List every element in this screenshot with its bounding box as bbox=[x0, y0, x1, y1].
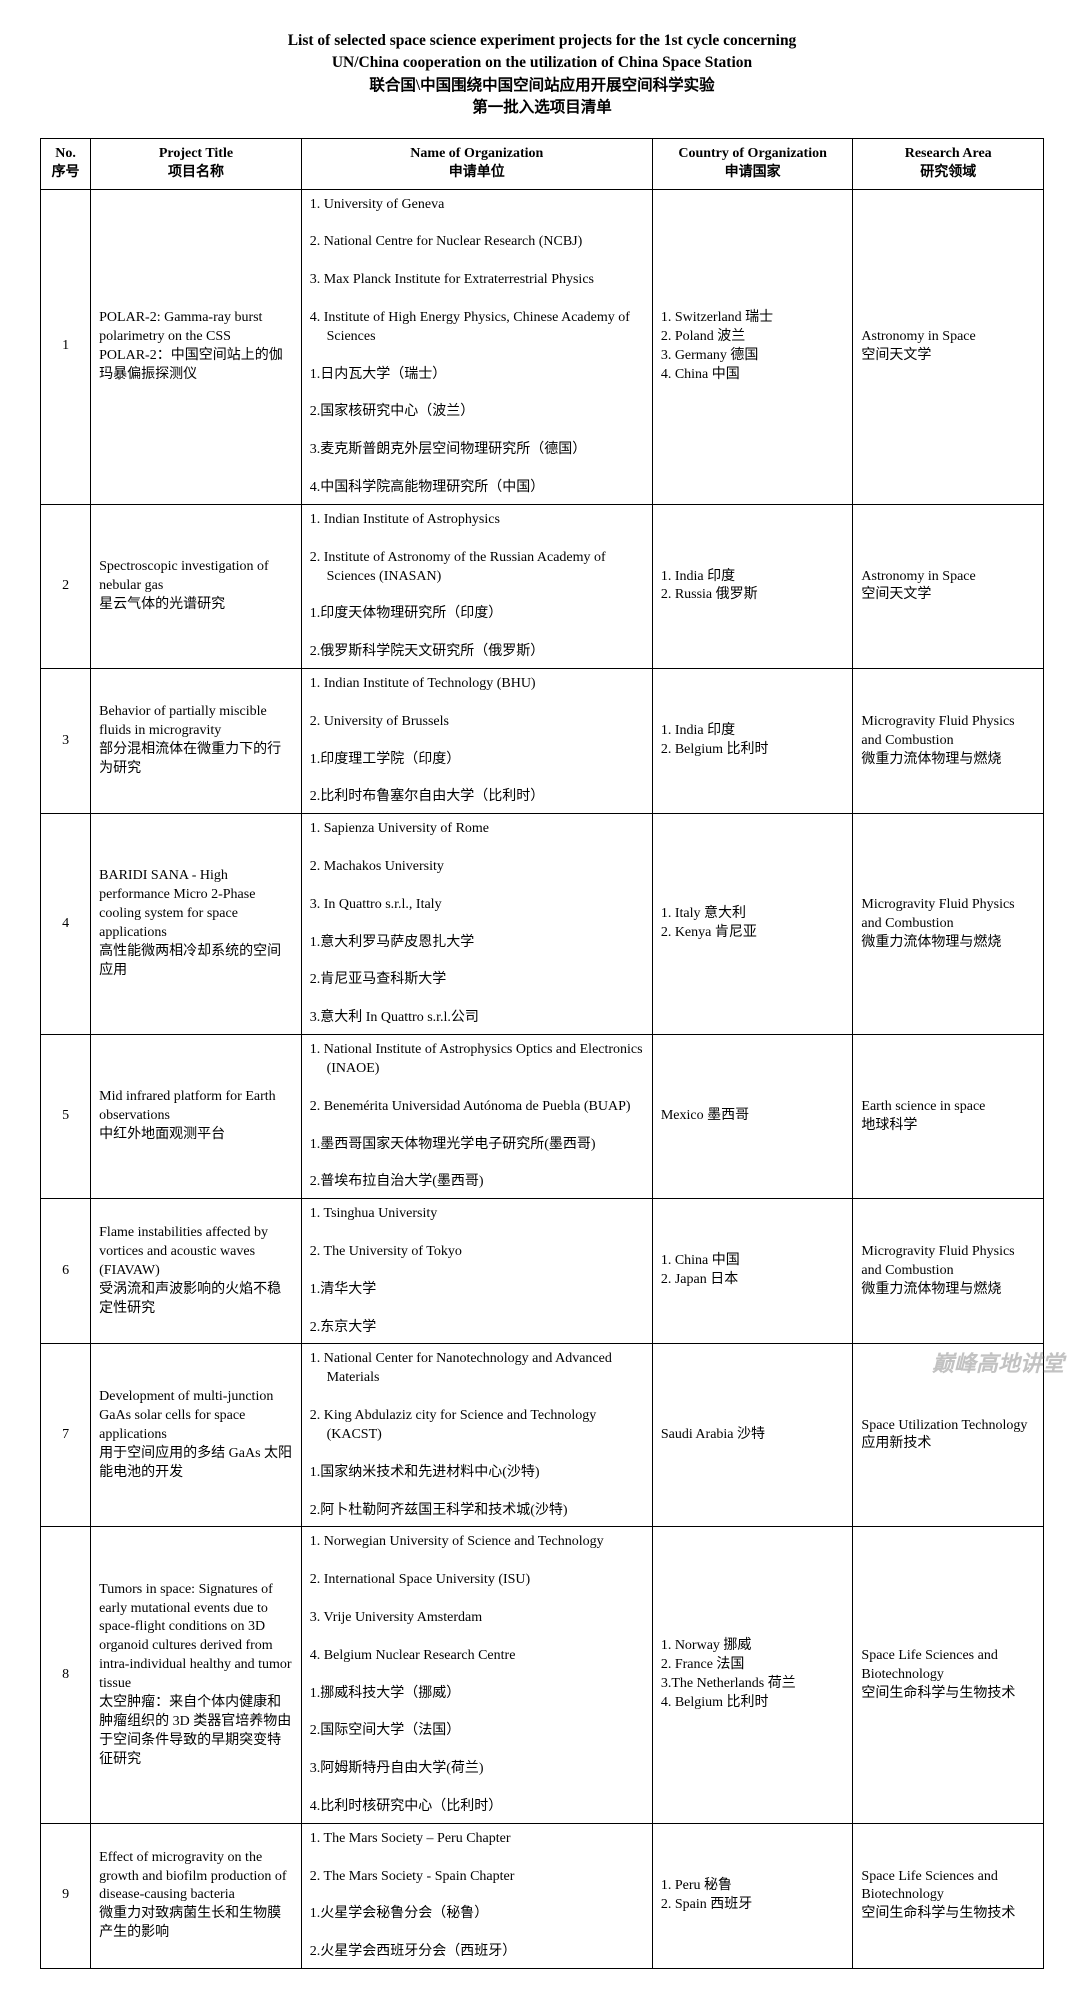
cell-org: 1. National Institute of Astrophysics Op… bbox=[301, 1035, 652, 1199]
cell-title: Flame instabilities affected by vortices… bbox=[91, 1199, 302, 1344]
table-row: 2Spectroscopic investigation of nebular … bbox=[41, 504, 1044, 668]
cell-title: Development of multi-junction GaAs solar… bbox=[91, 1344, 302, 1527]
cell-title: Tumors in space: Signatures of early mut… bbox=[91, 1527, 302, 1823]
title-zh-1: 联合国\中国围绕中国空间站应用开展空间科学实验 bbox=[40, 75, 1044, 97]
cell-title: BARIDI SANA - High performance Micro 2-P… bbox=[91, 814, 302, 1035]
cell-org: 1. National Center for Nanotechnology an… bbox=[301, 1344, 652, 1527]
cell-org: 1. The Mars Society – Peru Chapter2. The… bbox=[301, 1823, 652, 1968]
cell-no: 6 bbox=[41, 1199, 91, 1344]
table-row: 8Tumors in space: Signatures of early mu… bbox=[41, 1527, 1044, 1823]
cell-no: 3 bbox=[41, 669, 91, 814]
cell-org: 1. Indian Institute of Technology (BHU)2… bbox=[301, 669, 652, 814]
header-area: Research Area 研究领域 bbox=[853, 138, 1044, 189]
cell-org: 1. Tsinghua University2. The University … bbox=[301, 1199, 652, 1344]
projects-table: No. 序号 Project Title 项目名称 Name of Organi… bbox=[40, 138, 1044, 1969]
cell-area: Microgravity Fluid Physics and Combustio… bbox=[853, 1199, 1044, 1344]
header-org: Name of Organization 申请单位 bbox=[301, 138, 652, 189]
cell-org: 1. Indian Institute of Astrophysics2. In… bbox=[301, 504, 652, 668]
document-title: List of selected space science experimen… bbox=[40, 30, 1044, 120]
table-row: 6Flame instabilities affected by vortice… bbox=[41, 1199, 1044, 1344]
cell-no: 5 bbox=[41, 1035, 91, 1199]
cell-area: Astronomy in Space空间天文学 bbox=[853, 189, 1044, 504]
table-row: 7Development of multi-junction GaAs sola… bbox=[41, 1344, 1044, 1527]
cell-no: 8 bbox=[41, 1527, 91, 1823]
header-no: No. 序号 bbox=[41, 138, 91, 189]
cell-country: 1. Peru 秘鲁2. Spain 西班牙 bbox=[652, 1823, 853, 1968]
table-row: 9Effect of microgravity on the growth an… bbox=[41, 1823, 1044, 1968]
header-country: Country of Organization 申请国家 bbox=[652, 138, 853, 189]
cell-country: 1. India 印度2. Belgium 比利时 bbox=[652, 669, 853, 814]
cell-no: 4 bbox=[41, 814, 91, 1035]
cell-title: Effect of microgravity on the growth and… bbox=[91, 1823, 302, 1968]
title-en-2: UN/China cooperation on the utilization … bbox=[40, 52, 1044, 74]
cell-country: 1. Switzerland 瑞士2. Poland 波兰3. Germany … bbox=[652, 189, 853, 504]
cell-title: Spectroscopic investigation of nebular g… bbox=[91, 504, 302, 668]
cell-title: Mid infrared platform for Earth observat… bbox=[91, 1035, 302, 1199]
cell-no: 9 bbox=[41, 1823, 91, 1968]
cell-area: Astronomy in Space空间天文学 bbox=[853, 504, 1044, 668]
table-row: 1POLAR-2: Gamma-ray burst polarimetry on… bbox=[41, 189, 1044, 504]
cell-area: Microgravity Fluid Physics and Combustio… bbox=[853, 669, 1044, 814]
table-row: 5Mid infrared platform for Earth observa… bbox=[41, 1035, 1044, 1199]
cell-area: Space Life Sciences and Biotechnology空间生… bbox=[853, 1823, 1044, 1968]
table-header-row: No. 序号 Project Title 项目名称 Name of Organi… bbox=[41, 138, 1044, 189]
header-title: Project Title 项目名称 bbox=[91, 138, 302, 189]
table-row: 4BARIDI SANA - High performance Micro 2-… bbox=[41, 814, 1044, 1035]
cell-country: 1. Norway 挪威2. France 法国3.The Netherland… bbox=[652, 1527, 853, 1823]
cell-country: 1. Italy 意大利2. Kenya 肯尼亚 bbox=[652, 814, 853, 1035]
title-en-1: List of selected space science experimen… bbox=[40, 30, 1044, 52]
cell-org: 1. Norwegian University of Science and T… bbox=[301, 1527, 652, 1823]
cell-no: 7 bbox=[41, 1344, 91, 1527]
cell-area: Space Utilization Technology应用新技术 bbox=[853, 1344, 1044, 1527]
cell-country: 1. India 印度2. Russia 俄罗斯 bbox=[652, 504, 853, 668]
table-row: 3Behavior of partially miscible fluids i… bbox=[41, 669, 1044, 814]
cell-country: 1. China 中国2. Japan 日本 bbox=[652, 1199, 853, 1344]
cell-no: 1 bbox=[41, 189, 91, 504]
cell-no: 2 bbox=[41, 504, 91, 668]
cell-country: Mexico 墨西哥 bbox=[652, 1035, 853, 1199]
title-zh-2: 第一批入选项目清单 bbox=[40, 97, 1044, 119]
cell-org: 1. Sapienza University of Rome2. Machako… bbox=[301, 814, 652, 1035]
cell-org: 1. University of Geneva2. National Centr… bbox=[301, 189, 652, 504]
cell-area: Microgravity Fluid Physics and Combustio… bbox=[853, 814, 1044, 1035]
cell-title: POLAR-2: Gamma-ray burst polarimetry on … bbox=[91, 189, 302, 504]
cell-country: Saudi Arabia 沙特 bbox=[652, 1344, 853, 1527]
cell-area: Space Life Sciences and Biotechnology空间生… bbox=[853, 1527, 1044, 1823]
cell-area: Earth science in space地球科学 bbox=[853, 1035, 1044, 1199]
cell-title: Behavior of partially miscible fluids in… bbox=[91, 669, 302, 814]
